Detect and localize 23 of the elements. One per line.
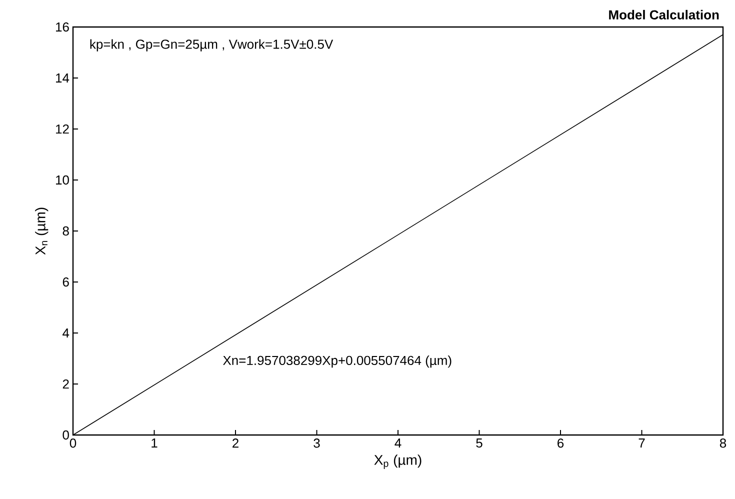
x-tick-label: 5 bbox=[476, 438, 482, 448]
x-tick-label: 6 bbox=[558, 438, 564, 448]
annotation: Xn=1.957038299Xp+0.005507464 (µm) bbox=[223, 356, 452, 368]
y-tick-label: 14 bbox=[56, 74, 70, 82]
y-axis-title: X$_{n}$ (µm) bbox=[35, 208, 48, 255]
y-tick-label: 16 bbox=[56, 22, 69, 32]
x-axis-title: X$_{p}$ (µm) bbox=[374, 454, 422, 469]
x-tick-label: 0 bbox=[70, 438, 76, 448]
y-tick-label: 10 bbox=[56, 175, 69, 185]
y-tick-label: 0 bbox=[62, 430, 69, 440]
x-tick-label: 2 bbox=[232, 438, 238, 448]
x-tick-label: 1 bbox=[152, 438, 158, 448]
x-tick-label: 7 bbox=[638, 438, 645, 448]
y-tick-label: 4 bbox=[62, 328, 70, 338]
chart-title: Model Calculation bbox=[609, 10, 719, 20]
y-tick-label: 6 bbox=[62, 277, 69, 287]
y-tick-label: 12 bbox=[56, 124, 69, 134]
x-tick-label: 3 bbox=[314, 438, 320, 448]
y-tick-label: 8 bbox=[62, 226, 69, 236]
y-tick-label: 2 bbox=[62, 379, 69, 389]
x-tick-label: 4 bbox=[394, 438, 402, 448]
x-tick-label: 8 bbox=[720, 438, 726, 448]
annotation: kp=kn , Gp=Gn=25µm , Vwork=1.5V±0.5V bbox=[90, 39, 334, 52]
